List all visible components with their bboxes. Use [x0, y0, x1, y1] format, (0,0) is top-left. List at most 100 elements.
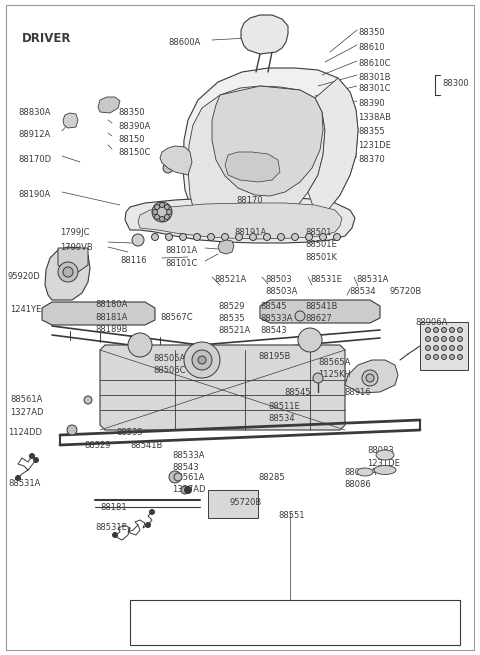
Text: 88083: 88083: [367, 446, 394, 455]
Circle shape: [167, 210, 171, 214]
Ellipse shape: [376, 450, 394, 460]
Polygon shape: [42, 302, 155, 325]
Circle shape: [15, 476, 21, 481]
Text: 1241YE: 1241YE: [10, 305, 41, 314]
Circle shape: [442, 354, 446, 360]
Text: 88610: 88610: [358, 43, 384, 52]
Circle shape: [298, 328, 322, 352]
Circle shape: [425, 337, 431, 341]
Text: 88350: 88350: [118, 108, 144, 117]
Text: 88545: 88545: [284, 388, 311, 397]
Text: 95920D: 95920D: [8, 272, 41, 281]
Polygon shape: [138, 203, 342, 239]
Circle shape: [152, 233, 158, 240]
Text: 88505A: 88505A: [153, 354, 185, 363]
Text: 88545: 88545: [260, 302, 287, 311]
Circle shape: [112, 533, 118, 538]
Circle shape: [457, 328, 463, 333]
Text: 88531A: 88531A: [356, 275, 388, 284]
Circle shape: [29, 453, 35, 458]
Circle shape: [163, 163, 173, 173]
Text: 88610C: 88610C: [358, 59, 391, 68]
Text: 88285: 88285: [258, 473, 285, 482]
Text: 1124DD: 1124DD: [8, 428, 42, 437]
Circle shape: [193, 233, 201, 240]
Text: 88350: 88350: [358, 28, 384, 37]
Text: 88906A: 88906A: [415, 318, 447, 327]
Text: 1799VB: 1799VB: [60, 243, 93, 252]
Circle shape: [433, 328, 439, 333]
Circle shape: [277, 233, 285, 240]
Circle shape: [180, 233, 187, 240]
Text: DRIVER: DRIVER: [22, 32, 72, 45]
Text: 1338AB: 1338AB: [358, 113, 391, 122]
Polygon shape: [260, 300, 380, 323]
Text: 88086: 88086: [344, 480, 371, 489]
Circle shape: [184, 342, 220, 378]
Text: 88501K: 88501K: [305, 253, 337, 262]
Circle shape: [145, 523, 151, 527]
Circle shape: [207, 233, 215, 240]
Circle shape: [449, 345, 455, 350]
Circle shape: [153, 210, 157, 214]
Text: 88567C: 88567C: [160, 313, 192, 322]
Text: 88301B: 88301B: [358, 73, 391, 82]
Circle shape: [132, 234, 144, 246]
Polygon shape: [98, 97, 120, 113]
Circle shape: [128, 333, 152, 357]
Text: 88181A: 88181A: [208, 613, 240, 622]
Text: 88390: 88390: [358, 99, 384, 108]
Text: 88101A: 88101A: [165, 246, 197, 255]
Text: 88084A: 88084A: [344, 468, 376, 477]
Circle shape: [425, 354, 431, 360]
Text: 88627: 88627: [305, 314, 332, 323]
Text: 88195B: 88195B: [258, 352, 290, 361]
Polygon shape: [188, 86, 325, 225]
Text: 88533A: 88533A: [172, 451, 204, 460]
Circle shape: [442, 345, 446, 350]
Circle shape: [149, 510, 155, 514]
Text: 88541B: 88541B: [305, 302, 337, 311]
Text: 88181A: 88181A: [95, 313, 127, 322]
Text: 95720B: 95720B: [230, 498, 262, 507]
Polygon shape: [125, 197, 355, 243]
Text: 88511E: 88511E: [268, 402, 300, 411]
Text: 88189B: 88189B: [204, 628, 237, 637]
Circle shape: [221, 233, 228, 240]
Circle shape: [198, 356, 206, 364]
Ellipse shape: [374, 466, 396, 474]
Circle shape: [159, 217, 165, 221]
Text: 88181: 88181: [100, 503, 127, 512]
Circle shape: [67, 425, 77, 435]
Text: 88543: 88543: [260, 326, 287, 335]
Text: 88531A: 88531A: [8, 479, 40, 488]
Text: 88501E: 88501E: [305, 240, 337, 249]
Text: 88535: 88535: [218, 314, 245, 323]
Polygon shape: [345, 360, 398, 393]
Text: 88521A: 88521A: [218, 326, 250, 335]
Text: 88150: 88150: [118, 135, 144, 144]
Circle shape: [181, 486, 189, 494]
Text: 88916: 88916: [344, 613, 371, 622]
Text: 88390A: 88390A: [118, 122, 150, 131]
Circle shape: [165, 204, 169, 210]
Text: 88300: 88300: [442, 79, 468, 88]
Text: 88912A: 88912A: [18, 130, 50, 139]
Text: 88830A: 88830A: [18, 108, 50, 117]
Text: 88190A: 88190A: [18, 190, 50, 199]
Text: 1327AD: 1327AD: [10, 408, 44, 417]
Polygon shape: [308, 78, 358, 220]
Circle shape: [449, 337, 455, 341]
Circle shape: [63, 267, 73, 277]
Circle shape: [165, 214, 169, 219]
Circle shape: [58, 262, 78, 282]
Text: 88511E: 88511E: [337, 628, 369, 637]
Circle shape: [169, 471, 181, 483]
Text: 88170: 88170: [236, 196, 263, 205]
Circle shape: [449, 354, 455, 360]
Polygon shape: [45, 247, 90, 300]
Circle shape: [34, 457, 38, 462]
Circle shape: [320, 233, 326, 240]
Polygon shape: [218, 240, 234, 254]
Bar: [130, 600, 460, 645]
